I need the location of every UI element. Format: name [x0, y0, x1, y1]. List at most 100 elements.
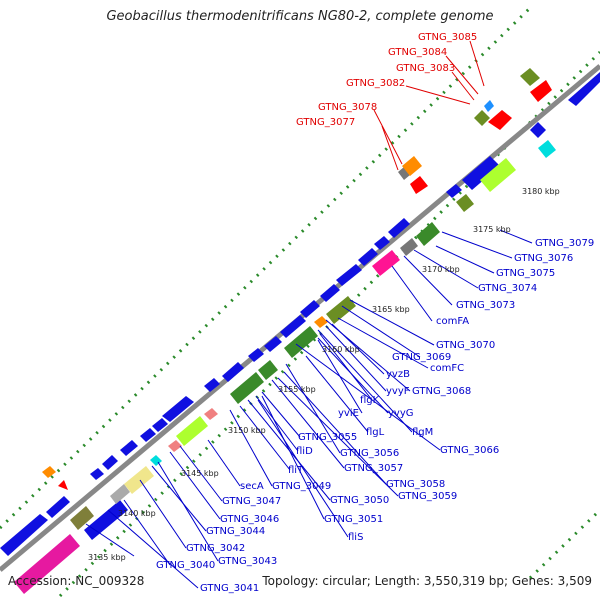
gene-arrow	[358, 248, 378, 266]
gene-block	[42, 466, 56, 478]
gene-label: GTNG_3046	[220, 514, 279, 525]
reverse-strand-genes	[14, 122, 556, 594]
gene-arrow	[410, 176, 428, 194]
gene-label: GTNG_3043	[218, 556, 277, 567]
gene-label: GTNG_3077	[296, 117, 355, 128]
far-inner-dotted-track	[528, 508, 600, 580]
gene-label: GTNG_3085	[418, 32, 477, 43]
forward-strand-genes	[0, 72, 600, 556]
gene-label: GTNG_3070	[436, 340, 495, 351]
gene-arrow	[446, 184, 462, 198]
gene-arrow	[90, 468, 104, 480]
kbp-tick-label: 3150 kbp	[228, 426, 266, 435]
gene-label: yvzB	[386, 369, 410, 380]
gene-label: GTNG_3041	[200, 583, 259, 594]
kbp-tick-label: 3140 kbp	[118, 509, 156, 518]
gene-block	[538, 140, 556, 158]
red-gene-labels: GTNG_3085 GTNG_3084 GTNG_3083 GTNG_3082 …	[296, 32, 477, 128]
gene-label: GTNG_3082	[346, 78, 405, 89]
gene-arrow	[84, 500, 128, 540]
kbp-tick-label: 3170 kbp	[422, 265, 460, 274]
gene-label: GTNG_3040	[156, 560, 215, 571]
gene-block	[204, 408, 218, 420]
gene-arrow	[58, 480, 68, 490]
gene-label: GTNG_3058	[386, 479, 445, 490]
gene-label: comFC	[430, 363, 464, 374]
gene-label: GTNG_3047	[222, 496, 281, 507]
gene-arrow	[248, 348, 264, 362]
gene-arrow	[152, 418, 168, 432]
gene-block	[372, 250, 400, 276]
gene-label: GTNG_3074	[478, 283, 537, 294]
gene-label: GTNG_3056	[340, 448, 399, 459]
gene-label: flgM	[412, 427, 433, 438]
gene-arrow	[280, 315, 306, 338]
kbp-tick-label: 3160 kbp	[322, 345, 360, 354]
kbp-tick-label: 3165 kbp	[372, 305, 410, 314]
gene-block	[456, 194, 474, 212]
gene-label: GTNG_3084	[388, 47, 447, 58]
gene-block	[230, 372, 264, 404]
gene-arrow	[388, 218, 410, 238]
gene-block	[258, 360, 278, 380]
gene-label: GTNG_3069	[392, 352, 451, 363]
gene-label: GTNG_3076	[514, 253, 573, 264]
gene-block	[400, 238, 418, 256]
blue-leaders	[85, 229, 533, 589]
gene-block	[284, 326, 318, 358]
gene-label: fliS	[348, 532, 363, 543]
gene-arrow	[320, 284, 340, 302]
gene-label: yvyG	[388, 408, 414, 419]
gene-label: fliT	[288, 465, 304, 476]
gene-block	[124, 466, 154, 494]
gene-label: flgK	[360, 395, 380, 406]
gene-block	[176, 416, 208, 446]
kbp-tick-label: 3145 kbp	[181, 469, 219, 478]
gene-block	[480, 158, 516, 192]
gene-label: yviE	[338, 408, 359, 419]
gene-label: yvyF	[386, 386, 410, 397]
gene-label: GTNG_3055	[298, 432, 357, 443]
gene-label: secA	[240, 481, 264, 492]
gene-label: GTNG_3042	[186, 543, 245, 554]
gene-arrow	[204, 378, 220, 392]
gene-arrow	[530, 80, 552, 102]
gene-label: GTNG_3066	[440, 445, 499, 456]
gene-label: GTNG_3073	[456, 300, 515, 311]
gene-label: flgL	[366, 427, 385, 438]
gene-block	[326, 296, 356, 324]
gene-arrow	[120, 440, 138, 456]
map-title: Geobacillus thermodenitrificans NG80-2, …	[106, 9, 494, 24]
gene-label: GTNG_3078	[318, 102, 377, 113]
gene-arrow	[140, 428, 156, 442]
gene-block	[474, 110, 490, 126]
outer-genes	[42, 68, 552, 490]
gene-block	[168, 440, 182, 452]
gene-arrow	[102, 455, 118, 470]
gene-label: GTNG_3075	[496, 268, 555, 279]
genome-summary-text: Topology: circular; Length: 3,550,319 bp…	[262, 574, 592, 588]
gene-arrow	[300, 300, 320, 318]
gene-block	[110, 484, 130, 504]
gene-block	[70, 506, 94, 530]
red-leaders	[373, 40, 485, 171]
gene-arrow	[0, 514, 48, 556]
gene-arrow	[530, 122, 546, 138]
gene-arrow	[488, 110, 512, 130]
gene-block	[314, 316, 328, 328]
gene-label: GTNG_3049	[272, 481, 331, 492]
gene-block	[520, 68, 540, 86]
gene-arrow	[264, 336, 282, 352]
gene-label: GTNG_3059	[398, 491, 457, 502]
blue-gene-labels: GTNG_3079 GTNG_3076 GTNG_3075 GTNG_3074 …	[156, 238, 594, 594]
gene-label: GTNG_3079	[535, 238, 594, 249]
gene-label: comFA	[436, 316, 469, 327]
gene-arrow	[46, 496, 70, 518]
gene-label: GTNG_3057	[344, 463, 403, 474]
gene-arrow	[162, 396, 194, 422]
gene-label: fliD	[296, 446, 313, 457]
kbp-tick-label: 3175 kbp	[473, 225, 511, 234]
inner-dotted-track	[58, 50, 600, 598]
gene-label: GTNG_3068	[412, 386, 471, 397]
